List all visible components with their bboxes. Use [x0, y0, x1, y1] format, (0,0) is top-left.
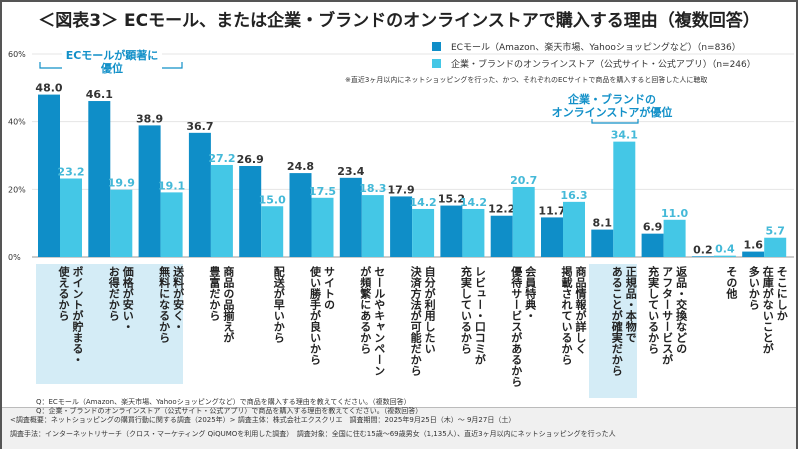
bar-ec: [691, 256, 714, 257]
data-label: 17.5: [309, 185, 336, 198]
data-label: 38.9: [136, 112, 163, 125]
data-label: 11.7: [538, 204, 565, 217]
bar-corp: [311, 197, 334, 257]
bar-ec: [239, 165, 262, 257]
data-label: 26.9: [237, 153, 264, 166]
footer: <調査概要：ネットショッピングの購買行動に関する調査（2025年）> 調査主体：…: [2, 407, 796, 449]
annotation-ec: ECモールが顕著に優位: [62, 49, 162, 75]
category-label: 送料が安く・ 無料になるから: [157, 266, 185, 343]
category-label: 会員特典・ 優待サービスがあるから: [509, 266, 537, 387]
y-tick-label: 20%: [8, 185, 26, 194]
question-corp: Q：企業・ブランドのオンラインストア（公式サイト・公式アプリ）で商品を購入する理…: [36, 407, 423, 415]
data-label: 24.8: [287, 160, 314, 173]
bar-ec: [339, 177, 362, 257]
category-label: ポイントが貯まる・ 使えるから: [57, 266, 84, 365]
data-label: 23.4: [337, 165, 364, 178]
data-label: 27.2: [208, 152, 235, 165]
category-label: 返品・交換などの アフターサービスが 充実しているから: [646, 266, 688, 365]
legend-ec: ECモール（Amazon、楽天市場、Yahooショッピングなど）（n=836）: [432, 40, 756, 57]
bar-corp: [663, 219, 686, 257]
annotation-corp: 企業・ブランドの オンラインストアが優位: [542, 93, 682, 119]
data-label: 17.9: [388, 183, 415, 196]
data-label: 19.9: [108, 177, 135, 190]
bar-ec: [541, 217, 563, 257]
category-label: 正規品・本物で あることが確実だから: [610, 266, 638, 376]
bar-corp: [361, 195, 384, 257]
data-label: 15.0: [259, 193, 286, 206]
category-label: サイトの 使い勝手が良いから: [308, 266, 336, 365]
legend-swatch-ec: [432, 42, 441, 51]
question-ec: Q：ECモール（Amazon、楽天市場、Yahooショッピングなど）で商品を購入…: [36, 398, 411, 406]
data-label: 36.7: [186, 120, 213, 133]
category-label: その他: [724, 266, 738, 299]
bar-corp: [613, 141, 636, 257]
bar-ec: [390, 196, 413, 257]
bar-ec: [138, 125, 161, 257]
category-label: 配送が早いから: [272, 266, 286, 343]
data-label: 16.3: [560, 189, 587, 202]
data-label: 14.2: [460, 196, 487, 209]
bar-corp: [412, 208, 435, 257]
data-label: 23.2: [57, 166, 84, 179]
highlight-ec: [36, 264, 183, 384]
data-label: 12.2: [488, 203, 515, 216]
category-label: 価格が安い・ お得だから: [107, 266, 135, 332]
legend-label: 企業・ブランドのオンラインストア（公式サイト・公式アプリ）（n=246）: [451, 60, 756, 70]
bar-ec: [641, 233, 664, 257]
data-label: 20.7: [510, 174, 537, 187]
bar-ec: [490, 215, 513, 257]
category-label: セールやキャンペーン が頻繁にあるから: [358, 266, 386, 376]
bar-corp: [261, 206, 284, 257]
category-label: 自分が利用したい 決済方法が可能だから: [409, 266, 437, 376]
data-label: 0.2: [693, 243, 713, 256]
y-tick-label: 60%: [8, 50, 26, 59]
legend-swatch-corp: [432, 59, 441, 68]
legend: ECモール（Amazon、楽天市場、Yahooショッピングなど）（n=836） …: [432, 40, 756, 74]
bar-corp: [462, 208, 485, 257]
bar-corp: [160, 192, 183, 257]
bar-ec: [742, 251, 765, 257]
category-label: 商品情報が詳しく 掲載されているから: [560, 266, 587, 365]
bar-corp: [764, 237, 787, 257]
annotation-bracket: [591, 117, 639, 124]
bar-ec: [591, 229, 614, 257]
bar-corp: [713, 255, 736, 257]
chart-title: ＜図表3＞ ECモール、または企業・ブランドのオンラインストアで購入する理由（複…: [38, 11, 760, 31]
data-label: 5.7: [765, 225, 785, 238]
note: ※直近3ヶ月以内にネットショッピングを行った、かつ、それぞれのECサイトで商品を…: [345, 76, 708, 84]
data-label: 8.1: [593, 217, 613, 230]
data-label: 0.4: [715, 243, 735, 256]
bar-corp: [563, 201, 585, 257]
y-tick-label: 0%: [8, 253, 21, 262]
footer-line: <調査概要：ネットショッピングの購買行動に関する調査（2025年）> 調査主体：…: [10, 416, 516, 424]
data-label: 1.6: [743, 239, 763, 252]
bar-ec: [289, 173, 312, 257]
legend-label: ECモール（Amazon、楽天市場、Yahooショッピングなど）（n=836）: [451, 43, 741, 53]
bar-ec: [440, 205, 463, 257]
highlight-corp: [589, 264, 637, 398]
data-label: 19.1: [158, 179, 185, 192]
bar-corp: [110, 189, 133, 257]
bar-ec: [188, 132, 211, 257]
data-label: 15.2: [438, 193, 465, 206]
bar-corp: [512, 186, 535, 257]
y-tick-label: 40%: [8, 118, 26, 127]
data-label: 34.1: [611, 129, 638, 142]
legend-corp: 企業・ブランドのオンラインストア（公式サイト・公式アプリ）（n=246）: [432, 57, 756, 74]
category-label: そこにしか 在庫がないことが 多いから: [747, 266, 789, 354]
data-label: 48.0: [35, 82, 62, 95]
bar-ec: [88, 101, 111, 257]
footer-line: 調査手法：インターネットリサーチ（クロス・マーケティング QiQUMOを利用した…: [10, 430, 616, 438]
data-label: 46.1: [86, 88, 113, 101]
bar-ec: [38, 94, 60, 257]
data-label: 6.9: [643, 221, 663, 234]
bar-corp: [60, 178, 82, 257]
data-label: 11.0: [661, 207, 688, 220]
category-label: レビュー・口コミが 充実しているから: [459, 266, 487, 365]
data-label: 14.2: [410, 196, 437, 209]
bar-corp: [210, 164, 233, 257]
category-label: 商品の品揃えが 豊富だから: [207, 266, 235, 343]
data-label: 18.3: [359, 182, 386, 195]
